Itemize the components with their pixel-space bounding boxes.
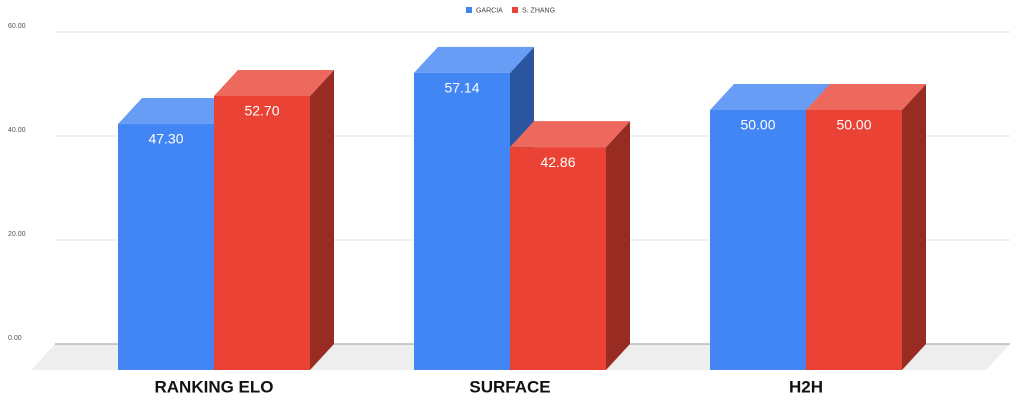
- legend-label: S. ZHANG: [522, 7, 555, 14]
- x-tick-label: SURFACE: [469, 377, 550, 396]
- bar: [510, 147, 606, 370]
- bar: [214, 95, 310, 371]
- bar: [710, 110, 806, 370]
- value-label: 42.86: [540, 154, 575, 170]
- bar-group: [806, 84, 926, 370]
- bar: [118, 124, 214, 370]
- y-tick-label: 40.00: [8, 127, 26, 134]
- value-label: 50.00: [740, 117, 775, 133]
- bar-group: [510, 121, 630, 371]
- bar-side: [310, 69, 334, 371]
- value-label: 52.70: [244, 103, 279, 119]
- bar-top: [214, 69, 334, 96]
- bar-top: [806, 84, 926, 110]
- x-tick-label: H2H: [789, 377, 823, 396]
- x-tick-label: RANKING ELO: [155, 377, 274, 396]
- legend-swatch: [466, 7, 472, 13]
- bar-group: [214, 69, 334, 371]
- bar-top: [710, 84, 830, 110]
- value-label: 50.00: [836, 117, 871, 133]
- legend-swatch: [512, 7, 518, 13]
- bar: [414, 72, 510, 370]
- bar-group: [414, 46, 534, 370]
- value-label: 47.30: [148, 131, 183, 147]
- bar-top: [414, 46, 534, 73]
- bar-side: [902, 84, 926, 370]
- value-label: 57.14: [444, 80, 479, 96]
- y-tick-label: 0.00: [8, 335, 22, 342]
- legend-label: GARCIA: [476, 7, 503, 14]
- bar-top: [118, 98, 238, 125]
- bar: [806, 110, 902, 370]
- y-tick-label: 20.00: [8, 231, 26, 238]
- y-tick-label: 60.00: [8, 23, 26, 30]
- bar-top: [510, 121, 630, 148]
- bar-side: [606, 121, 630, 371]
